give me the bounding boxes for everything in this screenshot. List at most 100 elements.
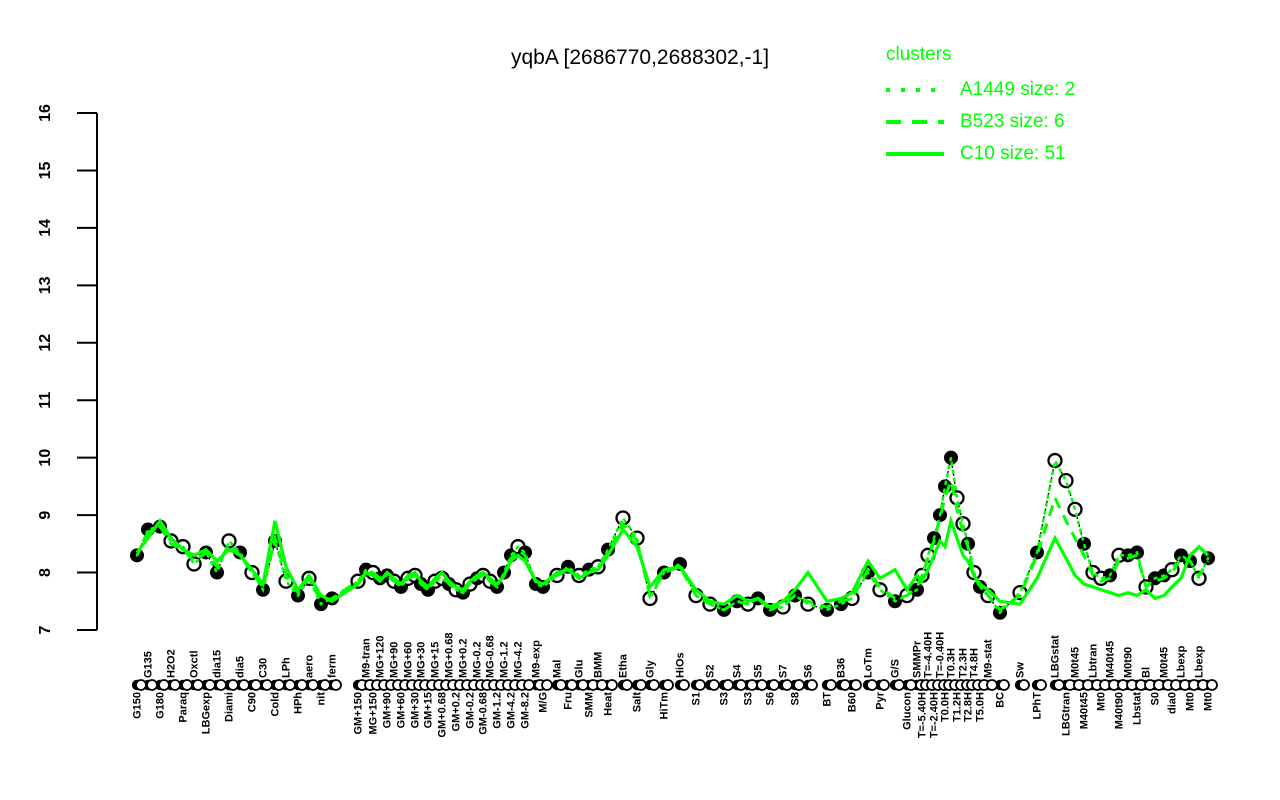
x-condition-label: GM+60	[396, 692, 408, 728]
x-condition-label: M0t90	[1123, 647, 1135, 678]
x-condition-label: Glucon	[902, 692, 914, 730]
x-condition-label: S4	[732, 664, 744, 678]
x-condition-label: Diami	[224, 692, 236, 722]
x-condition-label: S6	[765, 692, 777, 705]
x-condition-label: LBGstat	[1050, 635, 1062, 678]
x-condition-label: Mt0	[1096, 692, 1108, 711]
data-point-open	[1047, 452, 1063, 469]
x-condition-label: Mt0	[1203, 692, 1215, 711]
y-tick-label: 16	[37, 104, 54, 122]
x-condition-label: GM+0.2	[451, 692, 463, 731]
x-condition-label: S2	[705, 665, 717, 678]
x-condition-label: MG+0.2	[458, 639, 470, 678]
legend-row-c10: C10 size: 51	[886, 138, 1075, 170]
x-condition-label: Cold	[270, 692, 282, 716]
x-condition-label: MG+90	[389, 642, 401, 678]
x-condition-label: T=-0.40H	[935, 632, 947, 678]
x-condition-label: Lbtran	[1088, 644, 1100, 679]
cluster-line-dashed-b523	[135, 475, 1210, 612]
rug-point-open	[648, 679, 660, 691]
x-condition-label: aero	[304, 654, 316, 678]
legend-title: clusters	[886, 44, 952, 65]
x-condition-label: BT	[822, 692, 834, 707]
rug-point-open	[722, 679, 734, 691]
x-condition-label: BC	[995, 692, 1007, 708]
rug-point-open	[893, 679, 905, 691]
x-condition-label: C30	[258, 658, 270, 678]
rug-point-open	[319, 679, 331, 691]
x-condition-label: Salt	[632, 692, 644, 713]
rug-point-open	[146, 679, 158, 691]
rug-point-open	[181, 679, 193, 691]
rug-point-open	[635, 679, 647, 691]
x-condition-label: Mt0	[1185, 692, 1197, 711]
x-condition-label: M40t45	[1105, 641, 1117, 678]
x-condition-label: MG-4.2	[513, 641, 525, 678]
x-condition-label: Oxctl	[189, 650, 201, 678]
rug-point-open	[227, 679, 239, 691]
x-condition-label: G/S	[890, 659, 902, 678]
x-condition-label: M9-stat	[983, 639, 995, 678]
x-condition-label: dia15	[212, 650, 224, 678]
x-condition-label: dia5	[235, 656, 247, 678]
x-condition-label: GM+0.68	[437, 692, 449, 738]
rug-point-open	[192, 679, 204, 691]
y-tick-label: 14	[37, 219, 54, 237]
x-condition-label: S5	[753, 665, 765, 678]
x-condition-label: M0t45	[1070, 647, 1082, 678]
x-condition-label: HPh	[293, 692, 305, 714]
x-condition-label: Lbstat	[1132, 692, 1144, 725]
x-condition-label: M/G	[538, 692, 550, 713]
x-condition-label: HiTm	[659, 692, 671, 720]
x-condition-label: LPhT	[1032, 692, 1044, 720]
rug-point-open	[238, 679, 250, 691]
rug-point-open	[746, 679, 758, 691]
x-condition-label: G135	[143, 651, 155, 678]
x-condition-label: H2O2	[166, 649, 178, 678]
rug-point-open	[756, 679, 768, 691]
y-tick-label: 8	[37, 568, 54, 577]
y-tick-label: 13	[37, 276, 54, 294]
x-condition-label: SMMPr	[912, 640, 924, 678]
x-condition-label: Heat	[603, 692, 615, 716]
rug-point-open	[768, 679, 780, 691]
x-condition-label: GM+15	[423, 692, 435, 728]
x-condition-label: M9-tran	[361, 638, 373, 678]
x-condition-label: M40t90	[1114, 692, 1126, 729]
x-condition-label: T5.0H	[975, 692, 987, 722]
x-condition-label: T1.2H	[952, 692, 964, 722]
x-condition-label: T0.0H	[940, 692, 952, 722]
x-condition-label: LBGtran	[1061, 692, 1073, 736]
x-condition-label: S7	[778, 665, 790, 678]
y-tick-label: 15	[37, 161, 54, 179]
x-labels: G150 G135 G180 H2O2 Paraq Oxctl LBGexp dia15 Dia…	[132, 632, 1215, 738]
x-condition-label: LPh	[281, 657, 293, 678]
rug-point-open	[866, 679, 878, 691]
x-condition-label: T=-2.40H	[929, 692, 941, 738]
x-condition-label: T0.3H	[946, 648, 958, 678]
rug-point-open	[204, 679, 216, 691]
x-condition-label: BMM	[593, 652, 605, 678]
rug-point-open	[825, 679, 837, 691]
rug-point-open	[735, 679, 747, 691]
rug-point-open	[839, 679, 851, 691]
y-tick-label: 10	[37, 449, 54, 467]
x-condition-label: HiOs	[675, 652, 687, 678]
rug-point-open	[273, 679, 285, 691]
rug-point-open	[250, 679, 262, 691]
cluster-lines	[135, 456, 1210, 615]
rug-point-open	[781, 679, 793, 691]
x-condition-label: Fru	[563, 692, 575, 710]
page-title: yqbA [2686770,2688302,-1]	[510, 46, 770, 69]
x-condition-label: C90	[247, 692, 259, 712]
x-condition-label: GM+90	[382, 692, 394, 728]
x-condition-label: G180	[155, 692, 167, 719]
x-condition-label: MG+60	[403, 642, 415, 678]
rug-point-open	[541, 679, 553, 691]
x-condition-label: Lbexp	[1176, 645, 1188, 678]
rug-point-open	[905, 679, 917, 691]
legend-row-a1449: A1449 size: 2	[886, 74, 1075, 106]
x-condition-label: LoTm	[863, 648, 875, 678]
